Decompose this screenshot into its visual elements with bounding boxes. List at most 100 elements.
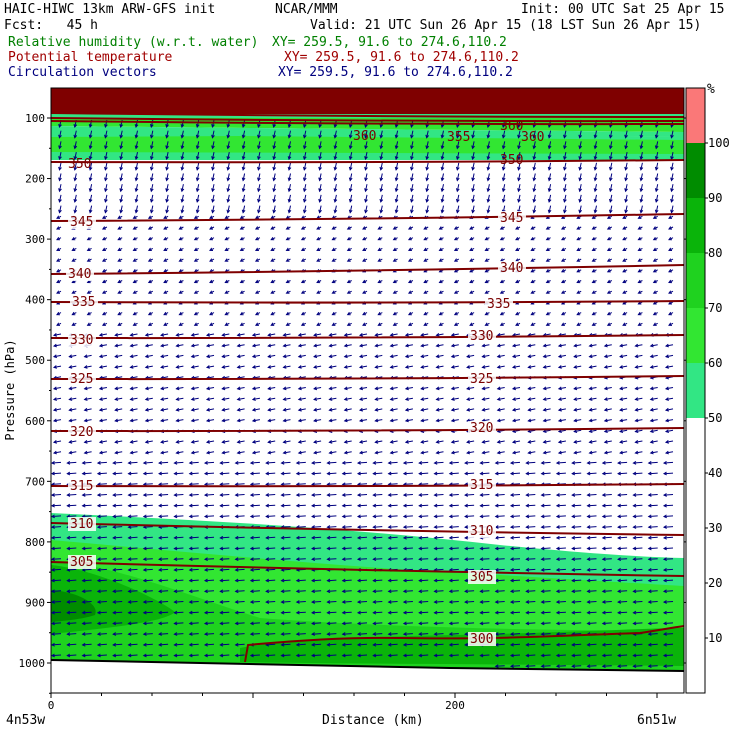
circulation-vector — [237, 451, 245, 454]
circulation-vector-head — [662, 642, 667, 647]
circulation-vector-head — [165, 166, 169, 171]
circulation-vector — [166, 162, 169, 170]
circulation-vector-head — [632, 503, 637, 508]
circulation-vector — [97, 590, 107, 592]
circulation-vector — [344, 333, 352, 336]
circulation-vector-head — [175, 354, 180, 359]
circulation-vector-head — [418, 632, 423, 636]
circulation-vector — [67, 568, 77, 571]
circulation-vector — [625, 205, 628, 213]
circulation-vector-head — [188, 535, 193, 540]
circulation-vector — [204, 654, 215, 657]
circulation-vector-head — [545, 236, 550, 241]
circulation-vector-head — [272, 166, 277, 171]
circulation-vector — [587, 568, 597, 571]
circulation-vector — [579, 162, 582, 170]
circulation-vector-head — [387, 493, 392, 497]
field-theta-xy: XY= 259.5, 91.6 to 274.6,110.2 — [284, 50, 519, 65]
circulation-vector-head — [98, 365, 103, 369]
circulation-vector-head — [142, 471, 147, 476]
circulation-vector — [181, 130, 184, 138]
circulation-vector — [84, 365, 92, 368]
circulation-vector — [579, 151, 582, 160]
circulation-vector-head — [300, 279, 305, 284]
circulation-vector-head — [649, 418, 654, 423]
circulation-vector — [472, 151, 475, 160]
circulation-vector — [650, 451, 658, 454]
circulation-vector-head — [270, 226, 275, 230]
circulation-vector — [296, 515, 306, 517]
circulation-vector-head — [662, 621, 667, 626]
circulation-vector — [273, 173, 276, 181]
circulation-vector — [176, 387, 184, 390]
circulation-vector — [97, 643, 107, 646]
circulation-vector-head — [96, 471, 101, 476]
circulation-vector-head — [407, 236, 412, 241]
circulation-vector — [380, 173, 383, 181]
circulation-vector — [671, 194, 674, 203]
circulation-vector — [403, 601, 413, 603]
circulation-vector-head — [402, 460, 407, 465]
circulation-vector — [222, 354, 230, 358]
theta-contour — [50, 561, 685, 577]
circulation-vector-head — [540, 493, 545, 497]
circulation-vector-head — [420, 365, 425, 369]
circulation-vector — [250, 579, 260, 582]
circulation-vector-head — [601, 567, 606, 572]
circulation-vector — [482, 408, 490, 411]
circulation-vector-head — [142, 460, 147, 465]
circulation-vector-head — [617, 589, 622, 594]
circulation-vector-head — [241, 145, 246, 150]
circulation-vector — [67, 461, 77, 464]
circulation-vector — [618, 526, 628, 528]
circulation-vector-head — [372, 546, 377, 551]
circulation-vector-head — [209, 236, 214, 241]
circulation-vector-head — [127, 653, 132, 658]
circulation-vector-head — [496, 440, 501, 444]
circulation-vector-head — [88, 134, 93, 139]
circulation-vector — [82, 643, 92, 646]
circulation-vector — [620, 397, 628, 400]
circulation-vector — [115, 408, 123, 411]
circulation-vector-head — [608, 134, 613, 139]
circulation-vector-head — [239, 258, 244, 262]
circulation-vector-head — [578, 188, 583, 193]
circulation-vector — [375, 451, 383, 454]
circulation-vector — [145, 451, 153, 454]
circulation-vector-head — [571, 642, 576, 647]
circulation-vector — [273, 141, 276, 149]
circulation-vector-head — [96, 642, 101, 647]
circulation-vector-head — [86, 247, 91, 252]
circulation-vector — [487, 151, 490, 160]
circulation-vector — [390, 344, 398, 347]
circulation-vector — [655, 173, 659, 181]
circulation-vector-head — [71, 247, 76, 252]
circulation-vector — [150, 205, 154, 213]
circulation-vector — [349, 173, 353, 181]
circulation-vector-head — [188, 546, 193, 551]
circulation-vector — [465, 601, 475, 603]
circulation-vector-head — [479, 493, 484, 497]
circulation-vector-head — [662, 632, 667, 636]
circulation-vector-head — [509, 546, 514, 551]
circulation-vector — [74, 205, 77, 213]
circulation-vector-head — [555, 589, 560, 594]
circulation-vector — [212, 205, 215, 213]
circulation-vector-head — [129, 397, 134, 401]
circulation-vector-head — [364, 145, 368, 150]
circulation-vector-head — [622, 279, 627, 284]
circulation-vector-head — [224, 258, 229, 262]
circulation-vector — [266, 590, 276, 592]
circulation-vector — [344, 419, 352, 422]
circulation-vector — [115, 451, 123, 454]
circulation-vector-head — [617, 514, 622, 519]
circulation-vector — [451, 397, 459, 400]
circulation-vector-head — [466, 450, 471, 455]
circulation-vector — [587, 590, 597, 592]
circulation-vector — [206, 365, 215, 368]
circulation-vector-head — [88, 198, 93, 203]
circulation-vector-head — [221, 418, 226, 423]
circulation-vector-head — [404, 450, 409, 455]
circulation-vector-head — [418, 525, 423, 529]
circulation-vector-head — [249, 589, 254, 594]
